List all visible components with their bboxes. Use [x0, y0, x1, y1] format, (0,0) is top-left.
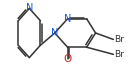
- Text: N: N: [51, 28, 58, 38]
- Text: Br: Br: [114, 35, 124, 44]
- Text: Br: Br: [114, 50, 124, 59]
- Text: N: N: [64, 14, 71, 24]
- Text: N: N: [26, 3, 33, 13]
- Text: O: O: [63, 54, 72, 64]
